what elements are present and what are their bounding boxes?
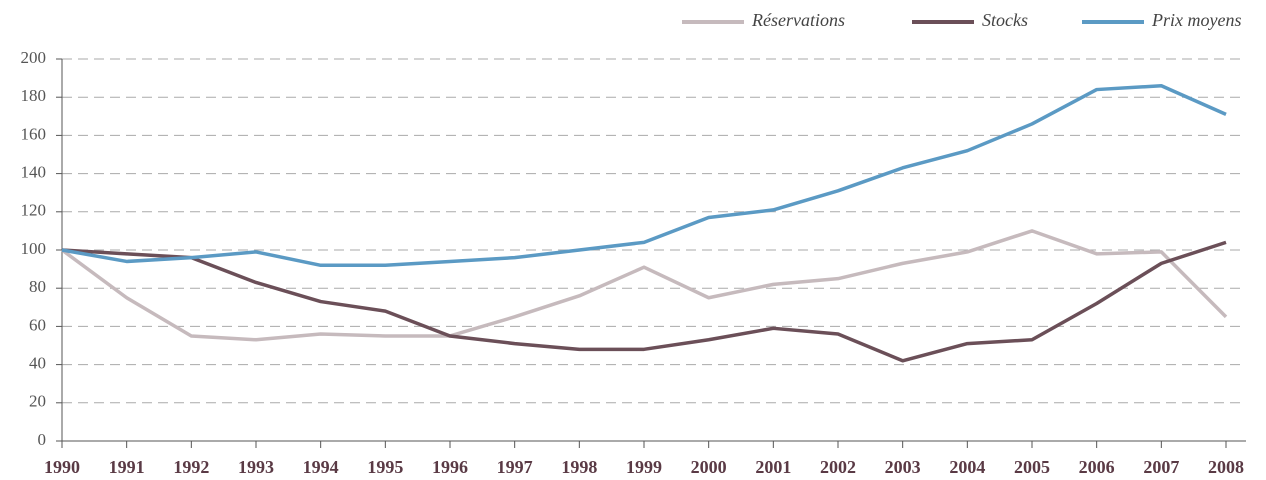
y-tick-label: 20 [29, 392, 46, 411]
y-tick-label: 200 [21, 48, 47, 67]
x-tick-label: 1992 [173, 457, 209, 477]
x-tick-label: 1997 [497, 457, 533, 477]
x-tick-label: 1990 [44, 457, 80, 477]
y-tick-label: 160 [21, 124, 47, 143]
y-tick-label: 180 [21, 86, 47, 105]
x-tick-label: 2000 [691, 457, 727, 477]
x-tick-label: 2004 [949, 457, 985, 477]
x-tick-label: 1995 [367, 457, 403, 477]
x-tick-label: 1996 [432, 457, 468, 477]
y-tick-label: 140 [21, 163, 47, 182]
y-tick-label: 120 [21, 201, 47, 220]
y-tick-label: 80 [29, 277, 46, 296]
y-tick-label: 60 [29, 315, 46, 334]
y-tick-label: 40 [29, 354, 46, 373]
x-tick-label: 2002 [820, 457, 856, 477]
x-tick-label: 2005 [1014, 457, 1050, 477]
x-tick-label: 2003 [885, 457, 921, 477]
x-tick-label: 2006 [1079, 457, 1115, 477]
x-tick-label: 2007 [1143, 457, 1179, 477]
y-tick-label: 100 [21, 239, 47, 258]
x-tick-label: 1998 [561, 457, 597, 477]
legend-label: Prix moyens [1151, 10, 1241, 30]
series-line [61, 240, 1227, 363]
x-tick-label: 1991 [109, 457, 145, 477]
y-tick-label: 0 [38, 430, 47, 449]
x-tick-label: 2008 [1208, 457, 1244, 477]
legend-label: Stocks [982, 10, 1028, 30]
legend-label: Réservations [751, 10, 845, 30]
series-line [61, 83, 1227, 268]
series-line [60, 229, 1228, 342]
x-tick-label: 2001 [755, 457, 791, 477]
x-tick-label: 1999 [626, 457, 662, 477]
x-tick-label: 1993 [238, 457, 274, 477]
x-tick-label: 1994 [303, 457, 339, 477]
